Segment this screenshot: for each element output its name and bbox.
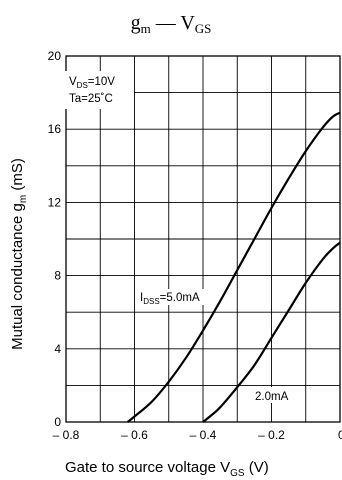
y-tick-label: 4 <box>54 342 61 356</box>
y-tick-label: 20 <box>48 49 62 63</box>
series-line-2ma <box>202 241 341 423</box>
series-label-2ma-text: 2.0mA <box>255 391 289 403</box>
conditions-box: VDS=10V Ta=25˚C <box>65 71 134 109</box>
series-line-5ma <box>126 111 341 423</box>
y-tick-label: 16 <box>48 122 62 136</box>
title-main-sub: m <box>141 21 151 36</box>
title-sep: — <box>151 12 181 34</box>
y-axis-label: Mutual conductance gm (mS) <box>9 158 29 350</box>
conditions-box-bg <box>65 71 134 109</box>
y-tick-label: 12 <box>48 195 62 209</box>
series-label-5ma-text: IDSS=5.0mA <box>140 292 200 306</box>
y-tick-label: 0 <box>54 415 61 429</box>
series-label-2ma-bg <box>250 387 294 403</box>
title-second-sub: GS <box>195 21 212 36</box>
curves <box>126 111 341 423</box>
x-tick-label: – 0.4 <box>190 428 217 442</box>
series-label-5ma-bg <box>139 289 209 305</box>
title-main: g <box>131 12 141 34</box>
series-label-2ma: 2.0mA <box>250 387 294 403</box>
grid-lines <box>66 56 340 422</box>
y-tick-labels: 0 4 8 12 16 20 <box>48 49 62 429</box>
x-axis-label: Gate to source voltage VGS (V) <box>65 459 269 479</box>
y-tick-label: 8 <box>54 269 61 283</box>
x-tick-label: – 0.6 <box>121 428 148 442</box>
x-tick-label: – 0.2 <box>258 428 285 442</box>
x-tick-label: – 0.8 <box>53 428 80 442</box>
condition-vds: VDS=10V <box>69 76 115 90</box>
series-label-5ma: IDSS=5.0mA <box>139 289 209 306</box>
x-tick-label: 0 <box>338 428 342 442</box>
chart-title: gm — VGS <box>131 12 212 36</box>
title-second: V <box>180 12 195 34</box>
x-tick-labels: – 0.8 – 0.6 – 0.4 – 0.2 0 <box>53 428 342 442</box>
condition-ta: Ta=25˚C <box>69 93 113 105</box>
